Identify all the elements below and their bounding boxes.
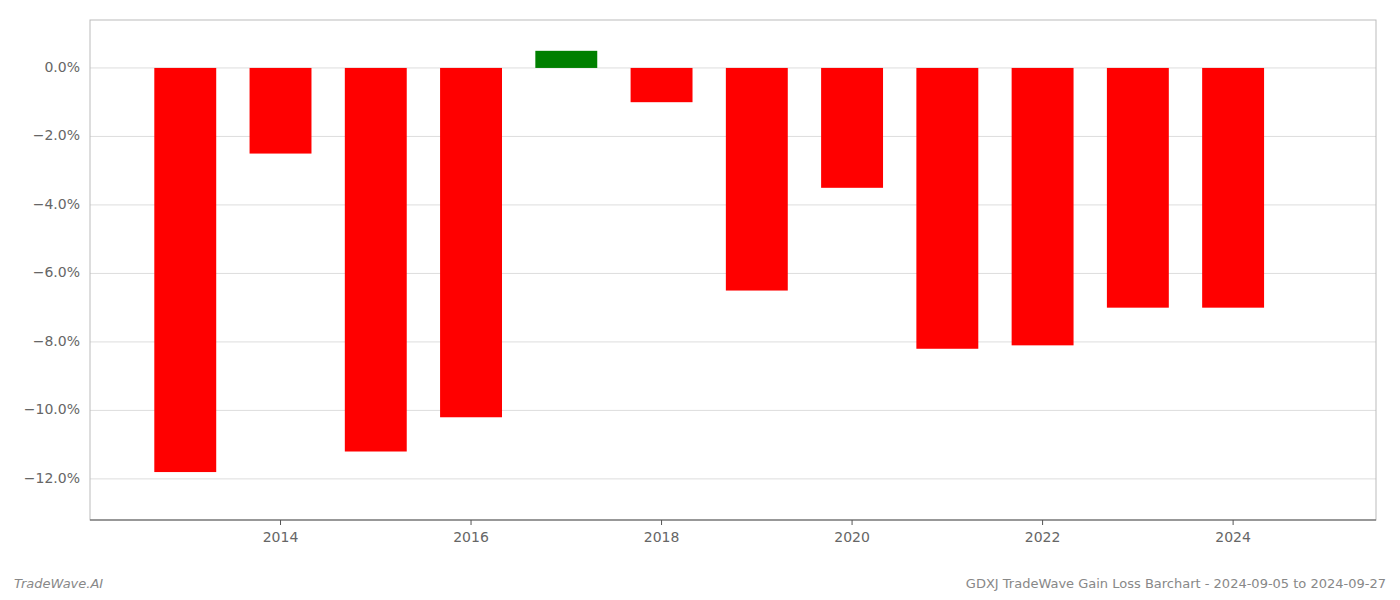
annotation: GDXJ TradeWave Gain Loss Barchart - 2024… — [966, 576, 1386, 591]
x-tick-label: 2014 — [263, 529, 299, 545]
grid-line — [90, 341, 1376, 342]
bar — [440, 68, 502, 417]
x-tick — [1233, 520, 1234, 525]
bars — [154, 51, 1264, 472]
bar — [1012, 68, 1074, 345]
bar — [250, 68, 312, 154]
y-tick-label: 0.0% — [44, 59, 80, 75]
x-tick-label: 2018 — [644, 529, 680, 545]
bar — [726, 68, 788, 291]
x-tick-label: 2020 — [834, 529, 870, 545]
y-tick-label: −10.0% — [24, 401, 80, 417]
bar — [631, 68, 693, 102]
y-tick-label: −2.0% — [33, 127, 80, 143]
grid — [90, 68, 1376, 479]
x-tick-label: 2024 — [1215, 529, 1251, 545]
bar — [916, 68, 978, 349]
x-axis-line — [90, 519, 1376, 520]
grid-line — [90, 410, 1376, 411]
y-tick-label: −6.0% — [33, 264, 80, 280]
x-tick-label: 2016 — [453, 529, 489, 545]
x-tick — [661, 520, 662, 525]
grid-line — [90, 478, 1376, 479]
annotation: TradeWave.AI — [14, 576, 103, 591]
chart: 0.0% −2.0% −4.0% −6.0% −8.0% −10.0% −12.0% 2014… — [0, 0, 1400, 600]
x-tick — [1042, 520, 1043, 525]
bar — [1107, 68, 1169, 308]
x-tick-label: 2022 — [1025, 529, 1061, 545]
bar — [345, 68, 407, 452]
bar — [1202, 68, 1264, 308]
bar — [154, 68, 216, 472]
x-tick — [471, 520, 472, 525]
plot-frame — [90, 20, 1376, 520]
bar — [535, 51, 597, 68]
y-tick-label: −4.0% — [33, 196, 80, 212]
y-tick-label: −8.0% — [33, 333, 80, 349]
axes: 0.0% −2.0% −4.0% −6.0% −8.0% −10.0% −12.0% 2014… — [24, 20, 1376, 545]
bar — [821, 68, 883, 188]
x-tick — [280, 520, 281, 525]
y-tick-label: −12.0% — [24, 470, 80, 486]
x-tick — [852, 520, 853, 525]
